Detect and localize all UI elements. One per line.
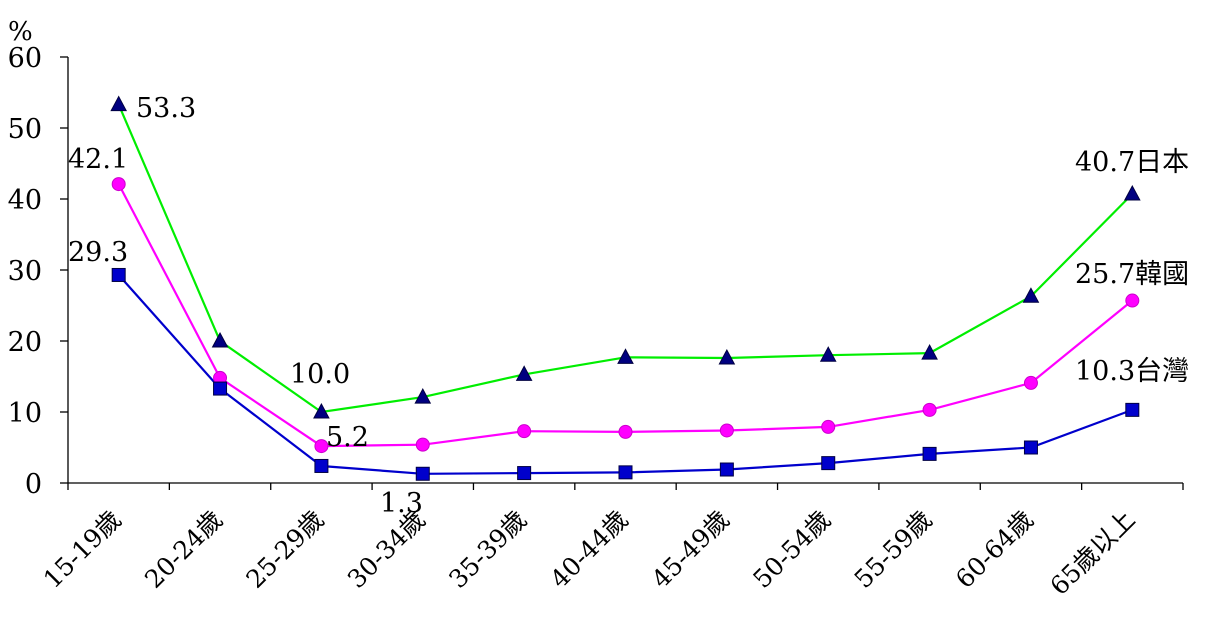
- x-tick-label: 65歲以上: [1045, 505, 1141, 601]
- data-point-circle: [821, 419, 836, 434]
- data-point-square: [517, 466, 532, 481]
- data-point-square: [821, 456, 836, 471]
- x-tick-label: 45-49歲: [646, 505, 735, 594]
- data-point-square: [618, 465, 633, 480]
- series-line: [117, 274, 1133, 475]
- x-tick-label: 35-39歲: [443, 505, 532, 594]
- x-tick-label: 55-59歲: [849, 505, 938, 594]
- y-axis-unit-label: %: [8, 17, 33, 47]
- data-point-circle: [719, 423, 734, 438]
- data-point-triangle: [921, 344, 938, 360]
- x-tick-label: 50-54歲: [747, 505, 836, 594]
- annotation-taiwan-30-34: 1.3: [380, 488, 423, 519]
- data-point-square: [415, 466, 430, 481]
- data-point-circle: [314, 439, 329, 454]
- x-tick-label: 60-64歲: [950, 505, 1039, 594]
- data-point-triangle: [515, 365, 533, 381]
- data-point-triangle: [110, 95, 128, 112]
- data-point-circle: [618, 424, 633, 439]
- annotation-japan-65plus: 40.7日本: [1075, 147, 1189, 178]
- y-tick-label: 30: [8, 256, 42, 287]
- data-point-square: [1023, 440, 1038, 455]
- chart-labels: % 53.3 42.1 29.3 10.0 5.2 1.3 40.7日本 25.…: [8, 17, 1189, 519]
- annotation-korea-25-29: 5.2: [326, 422, 369, 453]
- data-point-square: [111, 267, 126, 282]
- y-tick-label: 20: [8, 327, 42, 358]
- x-tick-label: 25-29歲: [241, 505, 330, 594]
- y-tick-label: 0: [25, 469, 42, 500]
- data-point-square: [719, 462, 734, 477]
- y-tick-label: 50: [8, 114, 42, 145]
- data-point-triangle: [313, 402, 330, 419]
- series-line: [117, 104, 1134, 414]
- data-point-circle: [1125, 293, 1140, 308]
- series-line: [117, 183, 1133, 448]
- x-tick-label: 40-44歲: [545, 505, 634, 594]
- data-point-triangle: [414, 388, 432, 404]
- y-tick-label: 10: [8, 398, 42, 429]
- data-point-circle: [111, 177, 126, 192]
- x-tick-label: 20-24歲: [139, 505, 228, 594]
- y-tick-label: 60: [8, 43, 42, 74]
- annotation-japan-15-19: 53.3: [136, 93, 196, 124]
- data-point-circle: [1023, 375, 1038, 390]
- annotation-taiwan-15-19: 29.3: [68, 237, 128, 268]
- x-tick-label: 15-19歲: [38, 505, 127, 594]
- series-markers: [110, 95, 1141, 481]
- data-point-circle: [922, 402, 937, 417]
- data-point-square: [213, 381, 228, 396]
- series-lines: [117, 104, 1134, 475]
- y-tick-label: 40: [8, 185, 42, 216]
- data-point-circle: [517, 424, 532, 439]
- annotation-korea-15-19: 42.1: [68, 144, 128, 175]
- data-point-triangle: [1123, 184, 1141, 201]
- data-point-square: [1125, 402, 1140, 417]
- data-point-triangle: [1022, 287, 1040, 303]
- data-point-circle: [415, 437, 430, 452]
- annotation-korea-65plus: 25.7韓國: [1075, 259, 1189, 290]
- data-point-triangle: [211, 331, 229, 348]
- annotation-taiwan-65plus: 10.3台灣: [1075, 356, 1189, 387]
- data-point-triangle: [617, 348, 634, 364]
- data-point-square: [314, 458, 329, 473]
- data-point-triangle: [718, 348, 736, 365]
- annotation-japan-25-29: 10.0: [290, 359, 350, 390]
- data-point-square: [922, 446, 937, 461]
- data-point-triangle: [819, 346, 837, 362]
